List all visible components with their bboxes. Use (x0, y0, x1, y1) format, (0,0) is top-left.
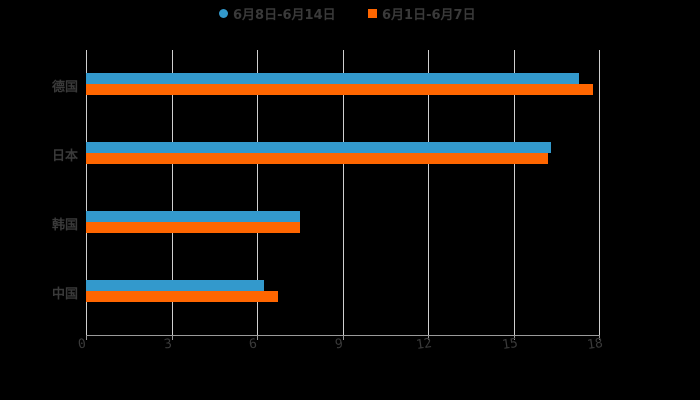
bar[interactable] (86, 84, 593, 95)
legend-label: 6月1日-6月7日 (382, 8, 476, 23)
legend-label: 6月8日-6月14日 (233, 8, 336, 23)
x-axis-line (86, 335, 600, 336)
legend-circle-icon (219, 9, 228, 18)
legend-square-icon (368, 9, 377, 18)
axis-tick (428, 335, 429, 340)
x-tick-label: 12 (415, 335, 433, 354)
x-tick-label: 15 (501, 335, 519, 354)
bar[interactable] (86, 153, 548, 164)
bar[interactable] (86, 142, 551, 153)
gridline (257, 50, 258, 335)
y-category-label: 韩国 (51, 218, 78, 233)
legend-item-week2[interactable]: 6月8日-6月14日 (219, 4, 336, 23)
bar[interactable] (86, 211, 300, 222)
gridline (86, 50, 87, 335)
gridline (343, 50, 344, 335)
gridline (428, 50, 429, 335)
axis-tick (86, 335, 87, 340)
axis-tick (172, 335, 173, 340)
bar[interactable] (86, 291, 278, 302)
gridline (599, 50, 600, 335)
y-category-label: 德国 (51, 80, 78, 95)
chart-legend: 6月8日-6月14日 6月1日-6月7日 (0, 4, 700, 23)
legend-item-week1[interactable]: 6月1日-6月7日 (368, 4, 476, 23)
axis-tick (257, 335, 258, 340)
gridline (514, 50, 515, 335)
x-tick-label: 18 (586, 335, 604, 354)
y-category-label: 日本 (51, 149, 78, 164)
y-category-label: 中国 (51, 287, 78, 302)
bar[interactable] (86, 222, 300, 233)
axis-tick (599, 335, 600, 340)
gridline (172, 50, 173, 335)
bar[interactable] (86, 280, 264, 291)
bar[interactable] (86, 73, 579, 84)
axis-tick (514, 335, 515, 340)
axis-tick (343, 335, 344, 340)
